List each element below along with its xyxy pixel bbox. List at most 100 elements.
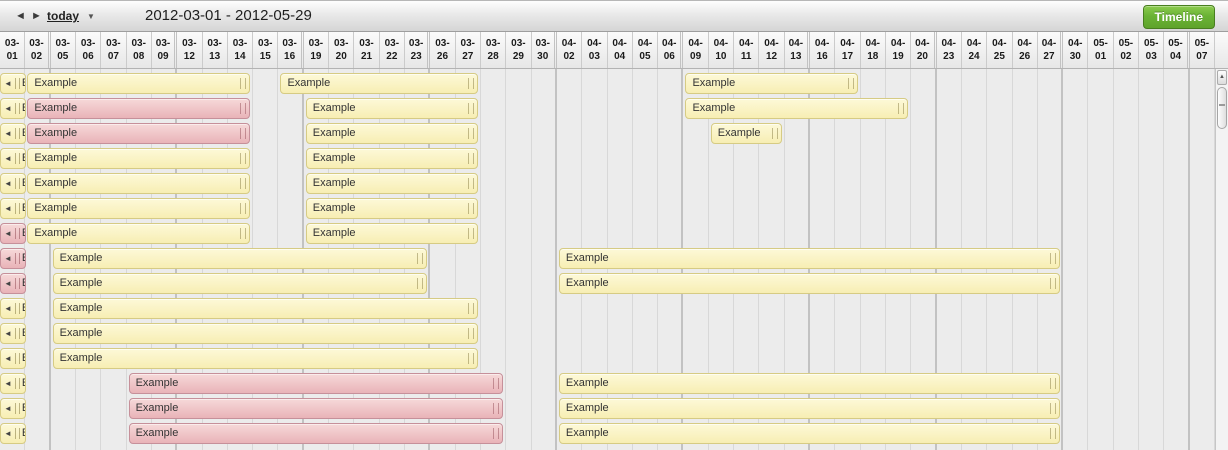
event-bar-clipped[interactable]: ◄E [0, 273, 26, 294]
resize-handle-right[interactable] [240, 203, 247, 214]
event-bar[interactable]: Example [52, 248, 428, 269]
resize-handle-right[interactable] [771, 128, 778, 139]
event-bar[interactable]: Example [558, 423, 1061, 444]
resize-handle-right[interactable] [467, 78, 474, 89]
event-bar-clipped[interactable]: ◄E [0, 73, 26, 94]
resize-handle-right[interactable] [467, 178, 474, 189]
resize-handle-right[interactable] [467, 103, 474, 114]
event-bar[interactable]: Example [305, 223, 478, 244]
resize-handle-right[interactable] [467, 128, 474, 139]
resize-handle-right[interactable] [467, 228, 474, 239]
resize-handle-right[interactable] [467, 303, 474, 314]
event-bar[interactable]: Example [27, 223, 251, 244]
event-bar[interactable]: Example [27, 123, 251, 144]
next-button[interactable]: ► [31, 10, 42, 22]
resize-handle-left[interactable] [14, 128, 20, 139]
event-bar-clipped[interactable]: ◄E [0, 398, 26, 419]
resize-handle-left[interactable] [14, 328, 20, 339]
resize-handle-right[interactable] [493, 403, 500, 414]
event-bar-clipped[interactable]: ◄E [0, 248, 26, 269]
resize-handle-left[interactable] [14, 378, 20, 389]
resize-handle-right[interactable] [467, 353, 474, 364]
event-bar-clipped[interactable]: ◄E [0, 323, 26, 344]
resize-handle-right[interactable] [1050, 428, 1057, 439]
column-header-04-13: 04- 13 [785, 32, 810, 68]
event-bar-clipped[interactable]: ◄E [0, 98, 26, 119]
resize-handle-left[interactable] [14, 253, 20, 264]
resize-handle-right[interactable] [417, 278, 424, 289]
event-bar-clipped[interactable]: ◄E [0, 148, 26, 169]
resize-handle-left[interactable] [14, 103, 20, 114]
resize-handle-right[interactable] [240, 78, 247, 89]
event-bar[interactable]: Example [685, 98, 909, 119]
resize-handle-right[interactable] [240, 178, 247, 189]
event-bar-clipped[interactable]: ◄E [0, 298, 26, 319]
event-bar[interactable]: Example [685, 73, 858, 94]
timeline-view-button[interactable]: Timeline [1142, 5, 1215, 29]
event-bar[interactable]: Example [558, 273, 1061, 294]
resize-handle-left[interactable] [14, 78, 20, 89]
event-bar[interactable]: Example [27, 73, 251, 94]
resize-handle-right[interactable] [467, 328, 474, 339]
prev-button[interactable]: ◄ [15, 10, 26, 22]
resize-handle-right[interactable] [847, 78, 854, 89]
resize-handle-right[interactable] [898, 103, 905, 114]
resize-handle-right[interactable] [467, 153, 474, 164]
event-bar[interactable]: Example [27, 173, 251, 194]
event-bar[interactable]: Example [305, 98, 478, 119]
resize-handle-left[interactable] [14, 303, 20, 314]
event-bar[interactable]: Example [52, 273, 428, 294]
event-bar[interactable]: Example [128, 398, 504, 419]
event-bar[interactable]: Example [305, 123, 478, 144]
event-bar[interactable]: Example [558, 248, 1061, 269]
resize-handle-left[interactable] [14, 178, 20, 189]
resize-handle-right[interactable] [493, 378, 500, 389]
event-bar[interactable]: Example [27, 198, 251, 219]
event-bar-clipped[interactable]: ◄E [0, 348, 26, 369]
resize-handle-right[interactable] [240, 228, 247, 239]
event-bar[interactable]: Example [305, 198, 478, 219]
event-bar[interactable]: Example [710, 123, 782, 144]
resize-handle-right[interactable] [240, 103, 247, 114]
event-bar[interactable]: Example [305, 148, 478, 169]
event-bar-clipped[interactable]: ◄E [0, 198, 26, 219]
event-label: Example [692, 77, 736, 89]
resize-handle-left[interactable] [14, 278, 20, 289]
resize-handle-left[interactable] [14, 153, 20, 164]
event-bar-clipped[interactable]: ◄E [0, 373, 26, 394]
event-bar-clipped[interactable]: ◄E [0, 423, 26, 444]
event-bar[interactable]: Example [27, 98, 251, 119]
event-bar[interactable]: Example [52, 323, 478, 344]
resize-handle-right[interactable] [240, 153, 247, 164]
scrollbar-thumb[interactable] [1217, 87, 1227, 129]
event-bar[interactable]: Example [305, 173, 478, 194]
event-bar[interactable]: Example [52, 348, 478, 369]
resize-handle-right[interactable] [417, 253, 424, 264]
event-bar-clipped[interactable]: ◄E [0, 173, 26, 194]
scroll-up-arrow-icon[interactable]: ▲ [1217, 70, 1227, 85]
resize-handle-right[interactable] [1050, 378, 1057, 389]
event-bar[interactable]: Example [52, 298, 478, 319]
resize-handle-left[interactable] [14, 353, 20, 364]
resize-handle-right[interactable] [1050, 253, 1057, 264]
vertical-scrollbar[interactable]: ▲ [1215, 69, 1228, 450]
resize-handle-right[interactable] [467, 203, 474, 214]
resize-handle-left[interactable] [14, 428, 20, 439]
event-bar-clipped[interactable]: ◄E [0, 123, 26, 144]
event-bar[interactable]: Example [558, 398, 1061, 419]
resize-handle-left[interactable] [14, 403, 20, 414]
event-bar[interactable]: Example [128, 373, 504, 394]
resize-handle-right[interactable] [493, 428, 500, 439]
resize-handle-right[interactable] [1050, 403, 1057, 414]
event-bar[interactable]: Example [27, 148, 251, 169]
resize-handle-left[interactable] [14, 203, 20, 214]
event-bar[interactable]: Example [280, 73, 478, 94]
resize-handle-right[interactable] [240, 128, 247, 139]
event-bar-clipped[interactable]: ◄E [0, 223, 26, 244]
resize-handle-right[interactable] [1050, 278, 1057, 289]
event-bar[interactable]: Example [558, 373, 1061, 394]
today-button[interactable]: today [47, 9, 80, 23]
chevron-down-icon[interactable]: ▼ [87, 12, 95, 21]
resize-handle-left[interactable] [14, 228, 20, 239]
event-bar[interactable]: Example [128, 423, 504, 444]
